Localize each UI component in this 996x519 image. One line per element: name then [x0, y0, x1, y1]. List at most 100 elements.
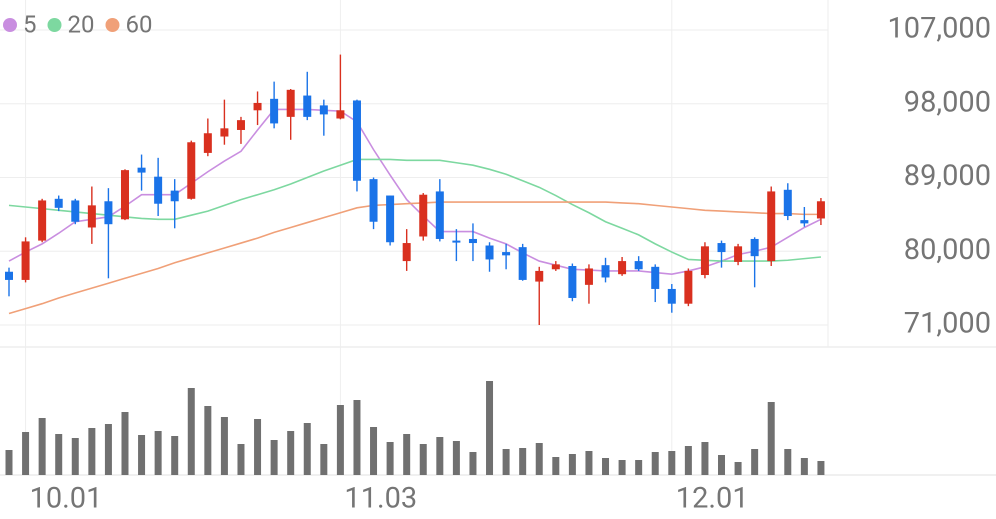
candle-body — [568, 266, 577, 298]
candle-body — [800, 220, 809, 224]
volume-bar — [71, 438, 79, 475]
candle-body — [551, 264, 560, 270]
candle-body — [336, 110, 345, 119]
volume-bar — [817, 461, 825, 475]
volume-bar — [568, 454, 576, 475]
legend-marker — [47, 18, 62, 32]
candle-body — [684, 270, 693, 304]
candle-body — [402, 243, 411, 262]
candle-body — [468, 238, 477, 244]
candle-body — [651, 266, 660, 289]
x-tick-label: 10.01 — [30, 482, 103, 516]
volume-bar — [602, 458, 610, 475]
legend-label: 5 — [23, 10, 37, 38]
volume-bar — [784, 449, 792, 475]
volume-bar — [220, 417, 228, 475]
candle-body — [21, 241, 30, 280]
candle-body — [87, 205, 96, 228]
candle-body — [783, 189, 792, 217]
candle-body — [700, 246, 709, 276]
volume-bar — [635, 460, 643, 475]
volume-bar — [618, 460, 626, 475]
volume-bar — [718, 455, 726, 475]
candle-body — [154, 176, 163, 204]
volume-bar — [436, 437, 444, 475]
y-tick-label: 80,000 — [904, 233, 991, 267]
volume-bar — [204, 406, 212, 475]
volume-bar — [55, 434, 63, 475]
candle-body — [618, 261, 627, 275]
candle-body — [38, 200, 47, 241]
candle-body — [419, 194, 428, 237]
volume-bar — [22, 432, 30, 475]
volume-bar — [254, 419, 262, 475]
ma-line — [8, 108, 822, 276]
candle-body — [5, 271, 13, 280]
y-tick-label: 107,000 — [888, 12, 992, 46]
candle-body — [634, 261, 643, 270]
volume-bar — [585, 451, 593, 475]
candle-body — [435, 191, 444, 239]
candle-body — [303, 95, 312, 117]
candle-body — [816, 201, 825, 219]
candle-body — [286, 89, 295, 117]
volume-bar — [370, 427, 378, 475]
candle-body — [187, 142, 196, 199]
volume-bar — [237, 444, 245, 475]
volume-bar — [452, 441, 460, 475]
ma-line — [8, 201, 821, 315]
volume-bar — [552, 457, 560, 475]
volume-bar — [486, 381, 494, 475]
volume-bar — [138, 435, 146, 475]
volume-bar — [336, 405, 344, 475]
candle-body — [220, 128, 229, 137]
candle-body — [170, 190, 179, 202]
volume-bar — [469, 452, 477, 475]
candle-body — [253, 102, 262, 111]
volume-bar — [171, 436, 179, 475]
volume-bar — [419, 444, 427, 475]
candle-body — [369, 179, 378, 222]
legend-marker — [105, 18, 120, 32]
candle-body — [270, 98, 279, 124]
legend-label: 60 — [125, 10, 152, 38]
candle-body — [502, 252, 511, 256]
candle-body — [535, 270, 544, 282]
candle-body — [452, 240, 461, 243]
candle-body — [319, 105, 328, 115]
volume-bar — [88, 428, 96, 475]
candle-body — [734, 246, 743, 262]
volume-bar — [353, 400, 361, 475]
y-tick-label: 98,000 — [904, 85, 991, 119]
volume-bar — [187, 388, 195, 475]
volume-bar — [320, 444, 328, 475]
candle-body — [584, 268, 593, 285]
candle-body — [120, 170, 129, 220]
volume-bar — [403, 434, 411, 475]
volume-bar — [104, 424, 112, 475]
candle-body — [750, 238, 759, 257]
x-tick-label: 12.01 — [676, 482, 749, 516]
y-tick-label: 71,000 — [904, 307, 991, 341]
volume-bar — [154, 431, 162, 475]
ma-line — [8, 158, 822, 262]
volume-bar — [121, 412, 129, 475]
legend-marker — [3, 18, 17, 32]
candle-body — [717, 243, 726, 253]
candle-body — [104, 201, 113, 225]
volume-bar — [5, 450, 13, 475]
candle-body — [352, 100, 361, 181]
volume-bar — [519, 448, 527, 475]
candle-body — [137, 167, 146, 173]
volume-bar — [701, 442, 709, 475]
legend-label: 20 — [68, 10, 95, 38]
candle-body — [767, 191, 776, 262]
volume-bar — [684, 446, 692, 475]
candle-body — [203, 133, 212, 153]
candle-body — [485, 245, 494, 260]
x-tick-label: 11.03 — [344, 482, 417, 516]
y-tick-label: 89,000 — [904, 159, 991, 193]
volume-bar — [668, 451, 676, 475]
candle-body — [601, 265, 610, 278]
